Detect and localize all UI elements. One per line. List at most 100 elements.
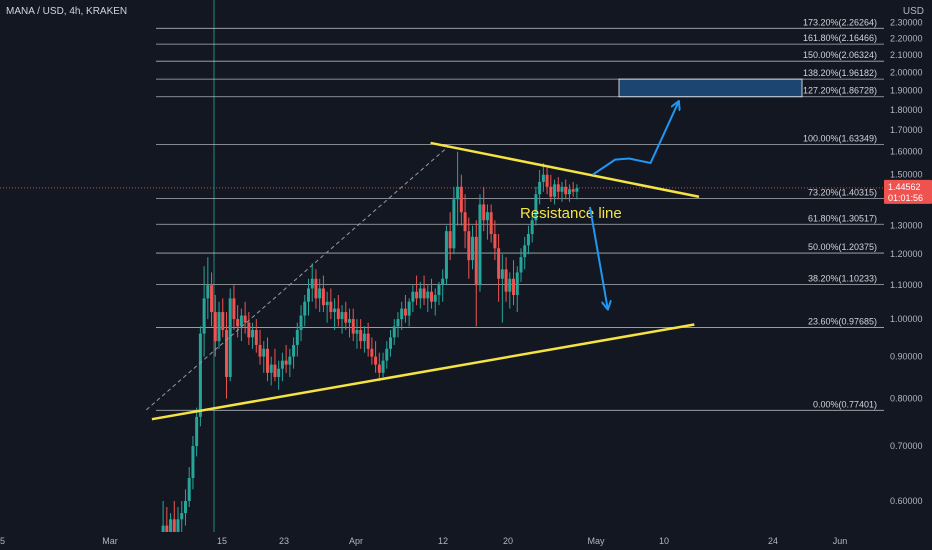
- candle-body: [433, 295, 437, 302]
- candle-body: [549, 186, 553, 197]
- price-tick-label: 2.30000: [890, 17, 923, 27]
- price-tick-label: 1.00000: [890, 314, 923, 324]
- fib-level-label: 161.80%(2.16466): [803, 33, 877, 43]
- candle-body: [541, 174, 545, 182]
- candle-body: [426, 291, 430, 299]
- candle-body: [303, 301, 307, 316]
- candle-body: [482, 204, 486, 221]
- candle-body: [362, 333, 366, 342]
- candle-body: [508, 278, 512, 292]
- currency-label[interactable]: USD: [902, 6, 924, 17]
- candle-body: [519, 257, 523, 273]
- candle-body: [195, 416, 199, 447]
- time-tick-label: 10: [659, 536, 669, 546]
- candle-body: [280, 360, 284, 369]
- candle-body: [176, 519, 180, 532]
- candle-body: [504, 269, 508, 292]
- candle-body: [545, 174, 549, 187]
- dashed-trendline: [145, 146, 448, 411]
- candle-body: [262, 348, 266, 357]
- bullish-projection-arrow: [592, 102, 679, 176]
- candle-body: [538, 181, 542, 195]
- candle-body: [430, 291, 434, 302]
- candle-body: [284, 360, 288, 365]
- candle-body: [463, 212, 467, 232]
- time-tick-label: Apr: [349, 536, 363, 546]
- time-tick-label: 20: [503, 536, 513, 546]
- candle-body: [560, 186, 564, 192]
- candle-body: [441, 278, 445, 286]
- price-tick-label: 2.10000: [890, 50, 923, 60]
- fib-level-label: 173.20%(2.26264): [803, 17, 877, 27]
- candlestick-series: [161, 151, 579, 550]
- fib-level-label: 61.80%(1.30517): [808, 213, 877, 223]
- candle-body: [191, 446, 195, 479]
- candle-body: [210, 285, 214, 313]
- candle-body: [198, 333, 202, 417]
- candle-body: [295, 329, 299, 345]
- candle-body: [444, 231, 448, 279]
- candle-body: [217, 312, 221, 342]
- current-price-value: 1.44562: [888, 182, 921, 192]
- candle-body: [389, 337, 393, 349]
- candle-body: [236, 319, 240, 327]
- fibonacci-levels: 0.00%(0.77401) 23.60%(0.97685) 38.20%(1.10…: [0, 17, 884, 411]
- candle-body: [422, 288, 426, 299]
- candle-body: [206, 285, 210, 299]
- candle-body: [265, 348, 269, 373]
- candle-body: [493, 233, 497, 249]
- time-tick-label: Mar: [102, 536, 118, 546]
- price-tick-label: 0.70000: [890, 441, 923, 451]
- candle-body: [385, 348, 389, 361]
- candle-body: [243, 315, 247, 323]
- candle-body: [359, 329, 363, 342]
- time-tick-label: 23: [279, 536, 289, 546]
- current-price-tag: [884, 179, 932, 204]
- price-axis[interactable]: 2.30000 2.20000 2.10000 2.00000 1.90000 1.800…: [884, 0, 932, 532]
- candle-body: [403, 308, 407, 316]
- time-tick-label: 5: [0, 536, 5, 546]
- candle-body: [239, 315, 243, 327]
- fib-level-label: 73.20%(1.40315): [808, 187, 877, 197]
- fib-level-label: 23.60%(0.97685): [808, 316, 877, 326]
- candle-body: [512, 278, 516, 296]
- price-tick-label: 1.20000: [890, 249, 923, 259]
- resistance-line: [430, 141, 700, 198]
- candle-body: [471, 236, 475, 261]
- candle-body: [355, 329, 359, 334]
- price-tick-label: 1.90000: [890, 86, 923, 96]
- price-tick-label: 0.80000: [890, 394, 923, 404]
- time-tick-label: Jun: [833, 536, 848, 546]
- time-axis[interactable]: 5 Mar 15 23 Apr 12 20 May 10 24 Jun: [0, 532, 932, 550]
- resistance-line-label: Resistance line: [520, 205, 622, 222]
- candle-body: [530, 220, 534, 234]
- candle-body: [415, 291, 419, 299]
- candle-body: [400, 308, 404, 320]
- candle-body: [392, 326, 396, 338]
- candle-body: [277, 368, 281, 377]
- candle-body: [213, 312, 217, 342]
- price-tick-label: 1.70000: [890, 125, 923, 135]
- support-line: [151, 323, 695, 421]
- fib-level-label: 50.00%(1.20375): [808, 242, 877, 252]
- candle-body: [310, 278, 314, 289]
- candle-body: [340, 312, 344, 320]
- candle-body: [366, 333, 370, 349]
- candle-body: [452, 199, 456, 249]
- candle-body: [273, 364, 277, 377]
- price-tick-label: 1.80000: [890, 105, 923, 115]
- price-tick-label: 2.00000: [890, 67, 923, 77]
- candle-body: [348, 319, 351, 323]
- price-tick-label: 1.60000: [890, 147, 923, 157]
- candle-body: [228, 298, 232, 377]
- fib-level-label: 0.00%(0.77401): [813, 399, 877, 409]
- candle-body: [377, 364, 381, 373]
- candle-body: [515, 272, 519, 296]
- candle-body: [567, 189, 571, 195]
- candle-body: [288, 356, 292, 365]
- candle-body: [474, 236, 478, 286]
- candle-body: [232, 298, 236, 320]
- candle-body: [575, 188, 579, 192]
- candle-body: [247, 322, 251, 338]
